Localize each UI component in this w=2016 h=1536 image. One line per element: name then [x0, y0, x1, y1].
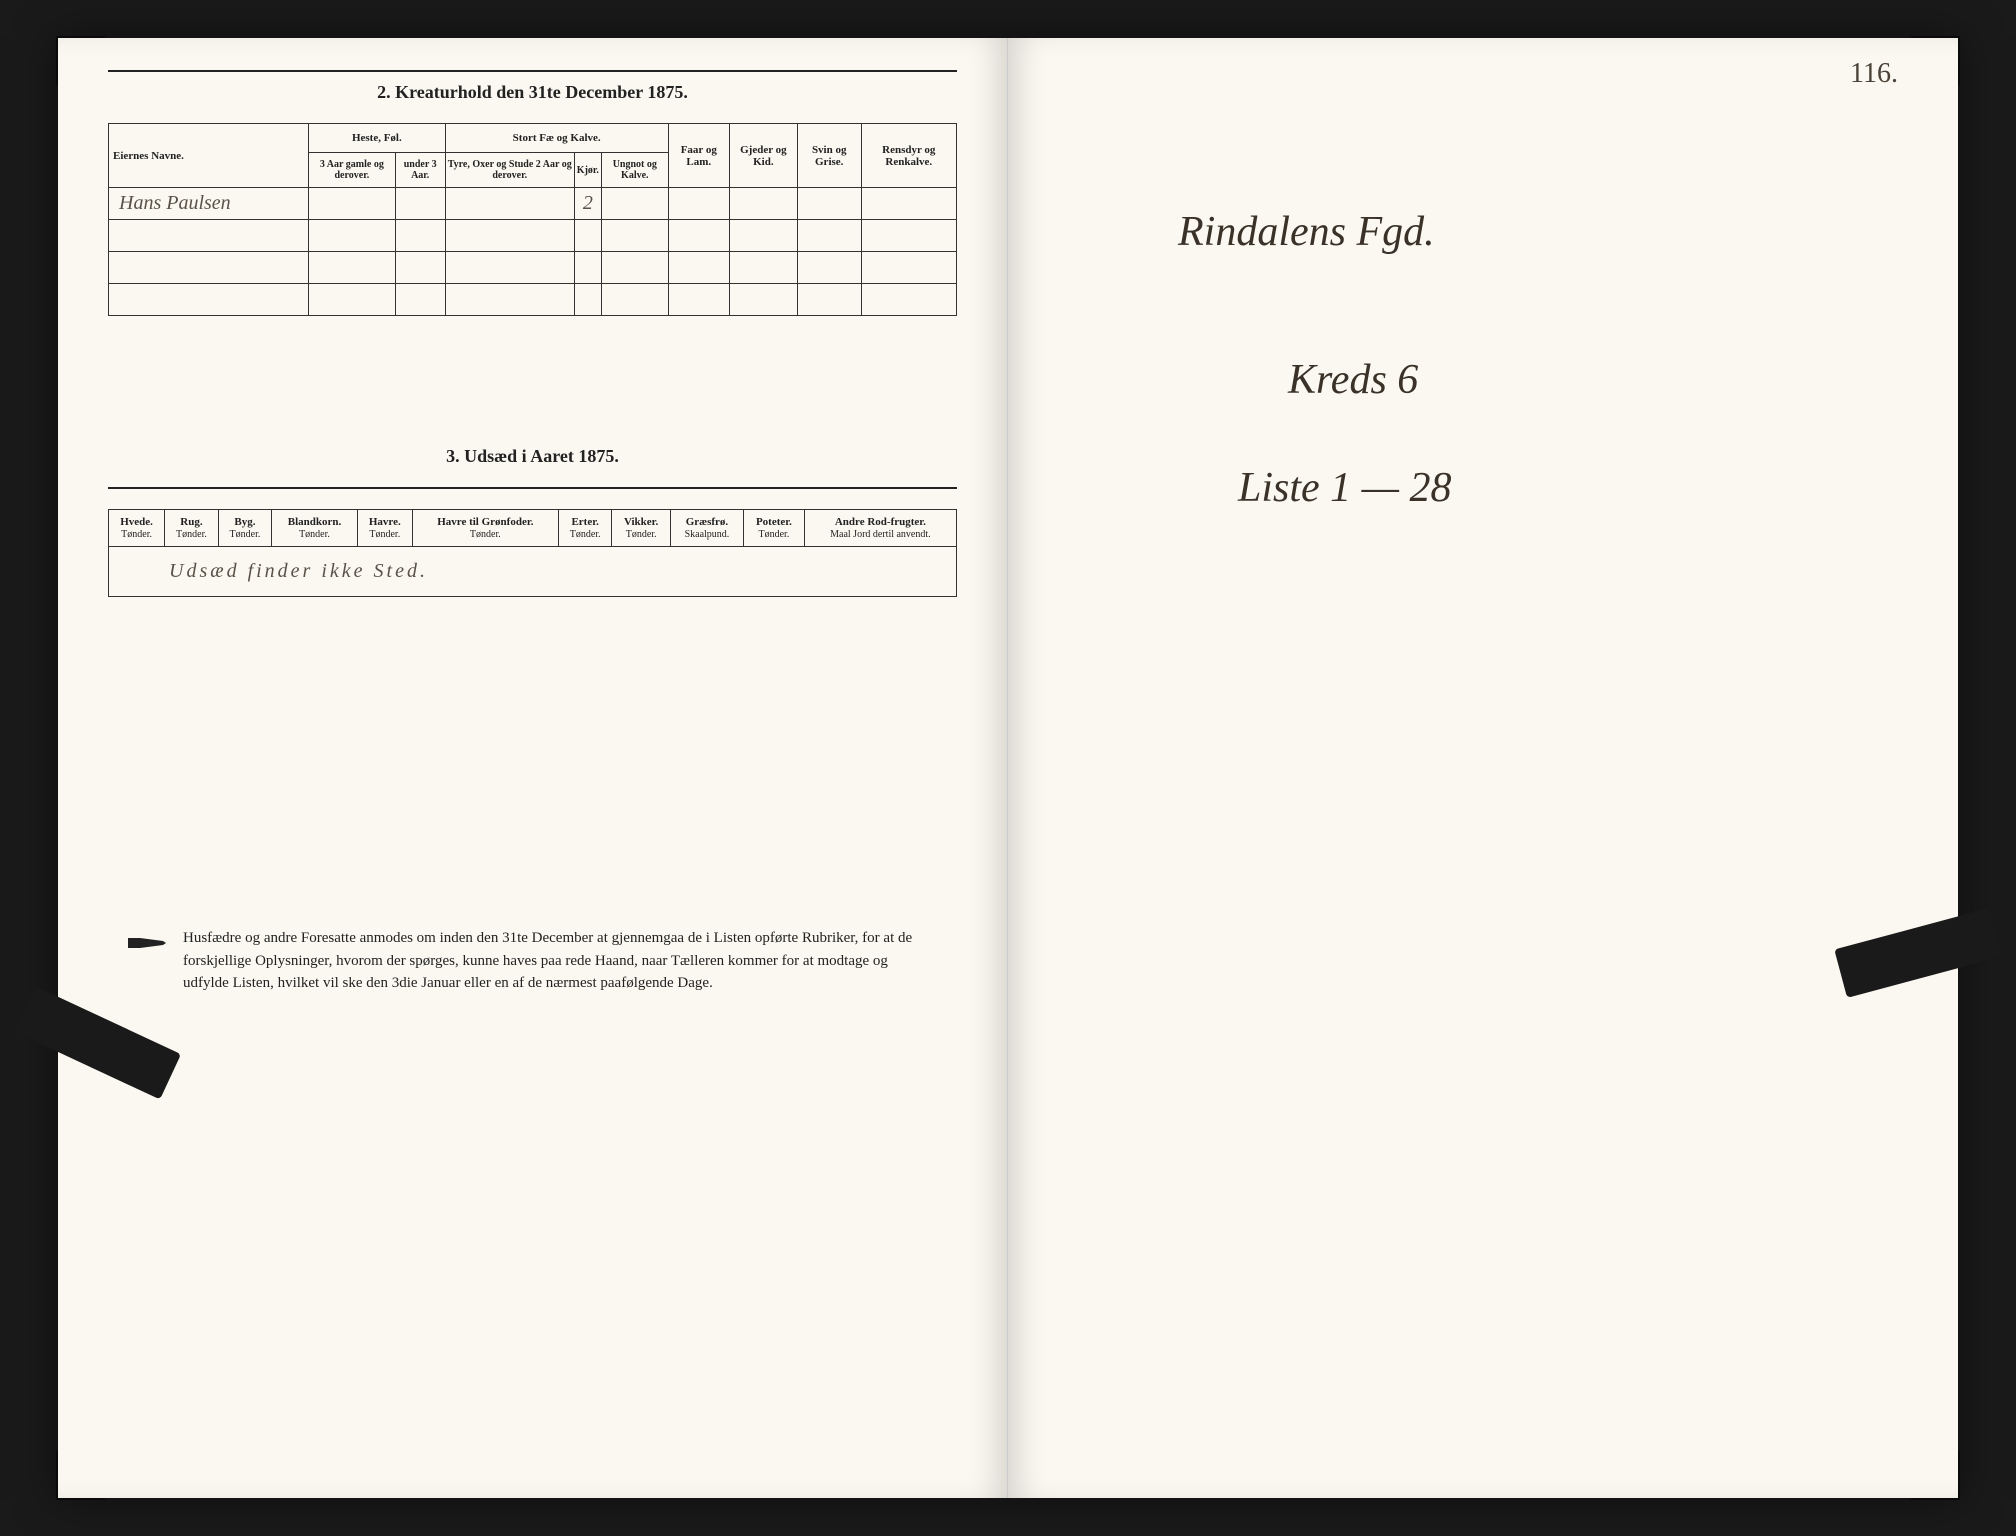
- col-blandkorn: Blandkorn.Tønder.: [272, 510, 358, 547]
- section3-title: 3. Udsæd i Aaret 1875.: [108, 446, 957, 467]
- open-book: 2. Kreaturhold den 31te December 1875. E…: [58, 38, 1958, 1498]
- cell: [861, 188, 956, 220]
- cell: [729, 188, 797, 220]
- footer-note: Husfædre og andre Foresatte anmodes om i…: [108, 927, 957, 995]
- col-name: Eiernes Navne.: [109, 124, 309, 188]
- cell: [109, 284, 309, 316]
- col-rensdyr: Rensdyr og Renkalve.: [861, 124, 956, 188]
- right-page: 116. Rindalens Fgd. Kreds 6 Liste 1 — 28: [1008, 38, 1958, 1498]
- footer-text: Husfædre og andre Foresatte anmodes om i…: [183, 927, 937, 995]
- hw-liste: Liste 1 — 28: [1178, 464, 1908, 512]
- table-row: Udsæd finder ikke Sted.: [109, 547, 957, 597]
- col-poteter: Poteter.Tønder.: [744, 510, 805, 547]
- hw-kreds: Kreds 6: [1178, 356, 1908, 404]
- livestock-table: Eiernes Navne. Heste, Føl. Stort Fæ og K…: [108, 123, 957, 316]
- col-havre: Havre.Tønder.: [357, 510, 412, 547]
- rule: [108, 487, 957, 489]
- col-heste: Heste, Føl.: [309, 124, 446, 153]
- col-vikker: Vikker.Tønder.: [612, 510, 670, 547]
- table-row: [109, 220, 957, 252]
- col-erter: Erter.Tønder.: [558, 510, 612, 547]
- hw-district: Rindalens Fgd.: [1178, 208, 1908, 256]
- col-havre-gron: Havre til Grønfoder.Tønder.: [412, 510, 558, 547]
- col-heste-sub2: under 3 Aar.: [395, 153, 445, 188]
- col-graesfro: Græsfrø.Skaalpund.: [670, 510, 743, 547]
- col-stort-sub3: Ungnot og Kalve.: [601, 153, 668, 188]
- section2-title: 2. Kreaturhold den 31te December 1875.: [108, 82, 957, 103]
- rule: [108, 70, 957, 72]
- cell: [109, 252, 309, 284]
- col-stort: Stort Fæ og Kalve.: [445, 124, 668, 153]
- cell: [445, 188, 574, 220]
- col-byg: Byg.Tønder.: [218, 510, 272, 547]
- cell-kjor: 2: [574, 188, 601, 220]
- pointing-hand-icon: [128, 930, 168, 955]
- col-rug: Rug.Tønder.: [165, 510, 219, 547]
- crops-table: Hvede.Tønder. Rug.Tønder. Byg.Tønder. Bl…: [108, 509, 957, 597]
- left-page: 2. Kreaturhold den 31te December 1875. E…: [58, 38, 1008, 1498]
- col-gjeder: Gjeder og Kid.: [729, 124, 797, 188]
- cell: [109, 220, 309, 252]
- cell: [395, 188, 445, 220]
- cell: [797, 188, 861, 220]
- owner-name: Hans Paulsen: [109, 188, 309, 220]
- col-svin: Svin og Grise.: [797, 124, 861, 188]
- col-faar: Faar og Lam.: [668, 124, 729, 188]
- col-heste-sub1: 3 Aar gamle og derover.: [309, 153, 396, 188]
- col-andre: Andre Rod-frugter.Maal Jord dertil anven…: [804, 510, 956, 547]
- page-number: 116.: [1850, 58, 1898, 90]
- cell: [601, 188, 668, 220]
- cell: [309, 188, 396, 220]
- table-row: [109, 252, 957, 284]
- col-stort-sub2: Kjør.: [574, 153, 601, 188]
- crops-note: Udsæd finder ikke Sted.: [109, 547, 957, 597]
- col-stort-sub1: Tyre, Oxer og Stude 2 Aar og derover.: [445, 153, 574, 188]
- handwritten-notes: Rindalens Fgd. Kreds 6 Liste 1 — 28: [1058, 208, 1908, 512]
- table-row: Hans Paulsen 2: [109, 188, 957, 220]
- col-hvede: Hvede.Tønder.: [109, 510, 165, 547]
- table-row: [109, 284, 957, 316]
- cell: [668, 188, 729, 220]
